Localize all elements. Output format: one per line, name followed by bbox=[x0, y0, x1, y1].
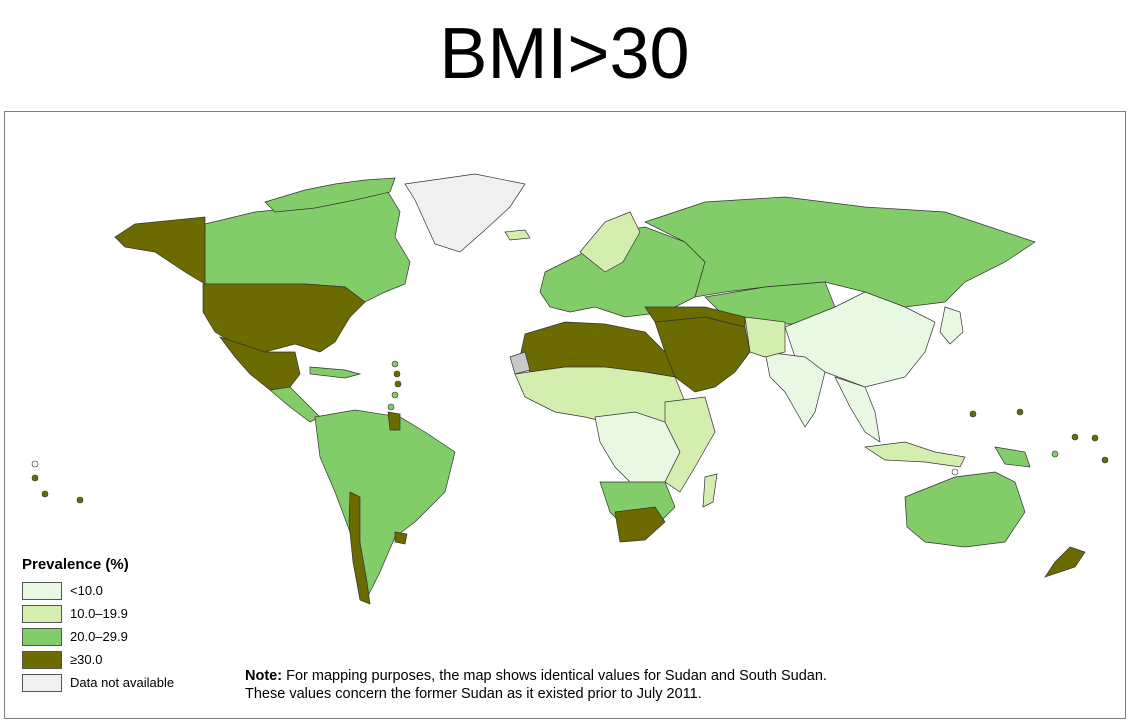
region-paraguay bbox=[394, 531, 408, 545]
region-indonesia bbox=[864, 441, 966, 468]
legend-swatch bbox=[22, 581, 62, 600]
map-frame bbox=[4, 111, 1126, 719]
map-legend: Prevalence (%) <10.0 10.0–19.9 20.0–29.9… bbox=[22, 556, 174, 694]
region-russia bbox=[644, 196, 1036, 308]
world-map bbox=[31, 173, 1109, 605]
region-south-africa bbox=[614, 506, 666, 543]
region-french-guiana bbox=[387, 411, 401, 431]
island-marker bbox=[1101, 456, 1109, 464]
island-marker bbox=[31, 474, 39, 482]
legend-swatch bbox=[22, 650, 62, 669]
island-marker bbox=[969, 410, 977, 418]
region-alaska bbox=[114, 216, 206, 285]
region-greenland bbox=[404, 173, 526, 253]
region-scandinavia bbox=[579, 211, 641, 273]
legend-label: 20.0–29.9 bbox=[70, 629, 128, 644]
island-marker bbox=[41, 490, 49, 498]
region-iceland bbox=[504, 229, 531, 241]
legend-item: 10.0–19.9 bbox=[22, 602, 174, 625]
region-madagascar bbox=[702, 473, 718, 508]
region-chile bbox=[348, 491, 371, 605]
legend-item: Data not available bbox=[22, 671, 174, 694]
island-marker bbox=[31, 460, 39, 468]
region-western-sahara bbox=[509, 351, 531, 375]
region-usa bbox=[202, 283, 366, 353]
legend-label: ≥30.0 bbox=[70, 652, 103, 667]
island-marker bbox=[1091, 434, 1099, 442]
island-marker bbox=[393, 370, 401, 378]
region-south-america bbox=[314, 409, 456, 603]
legend-label: <10.0 bbox=[70, 583, 103, 598]
region-se-asia bbox=[834, 376, 881, 443]
legend-swatch bbox=[22, 604, 62, 623]
region-pakistan bbox=[744, 316, 786, 358]
region-new-zealand bbox=[1044, 546, 1086, 578]
legend-item: ≥30.0 bbox=[22, 648, 174, 671]
region-caribbean bbox=[309, 366, 362, 379]
island-marker bbox=[1016, 408, 1024, 416]
region-east-africa bbox=[664, 396, 716, 493]
island-marker bbox=[1071, 433, 1079, 441]
island-marker bbox=[391, 360, 399, 368]
legend-label: Data not available bbox=[70, 675, 175, 690]
legend-swatch bbox=[22, 673, 62, 692]
region-india bbox=[764, 351, 826, 428]
note-line-2: These values concern the former Sudan as… bbox=[245, 686, 702, 702]
island-marker bbox=[1051, 450, 1059, 458]
island-marker bbox=[951, 468, 959, 476]
region-japan bbox=[939, 306, 964, 345]
island-marker bbox=[391, 391, 399, 399]
region-canada-islands bbox=[264, 177, 396, 213]
island-marker bbox=[394, 380, 402, 388]
island-marker bbox=[387, 403, 395, 411]
legend-item: <10.0 bbox=[22, 579, 174, 602]
island-marker bbox=[76, 496, 84, 504]
legend-title: Prevalence (%) bbox=[22, 556, 129, 573]
region-australia bbox=[904, 471, 1026, 548]
legend-label: 10.0–19.9 bbox=[70, 606, 128, 621]
map-title: BMI>30 bbox=[439, 14, 690, 94]
note-line-1: For mapping purposes, the map shows iden… bbox=[286, 668, 827, 684]
legend-item: 20.0–29.9 bbox=[22, 625, 174, 648]
note-label: Note: bbox=[245, 668, 283, 684]
legend-swatch bbox=[22, 627, 62, 646]
region-turkey-iran bbox=[644, 306, 746, 328]
region-papua bbox=[994, 446, 1031, 468]
map-note: Note: For mapping purposes, the map show… bbox=[245, 667, 827, 703]
region-central-america bbox=[269, 386, 321, 423]
